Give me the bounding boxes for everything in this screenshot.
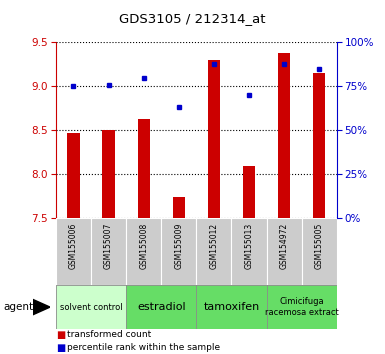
Polygon shape [33, 299, 50, 315]
Bar [56, 218, 91, 285]
Text: agent: agent [4, 302, 34, 312]
Bar [91, 218, 126, 285]
Text: GSM155008: GSM155008 [139, 223, 148, 269]
Text: ■: ■ [56, 343, 65, 353]
Bar [266, 285, 337, 329]
Bar [278, 53, 290, 218]
Bar [56, 285, 126, 329]
Bar [67, 133, 80, 218]
Bar [313, 73, 325, 218]
Text: GSM155013: GSM155013 [244, 223, 254, 269]
Bar [266, 218, 302, 285]
Text: GDS3105 / 212314_at: GDS3105 / 212314_at [119, 12, 266, 25]
Text: GSM155009: GSM155009 [174, 223, 183, 269]
Bar [102, 130, 115, 218]
Text: GSM155006: GSM155006 [69, 223, 78, 269]
Bar [231, 218, 266, 285]
Text: solvent control: solvent control [60, 303, 122, 312]
Text: GSM155012: GSM155012 [209, 223, 218, 269]
Text: transformed count: transformed count [67, 330, 152, 339]
Bar [208, 60, 220, 218]
Bar [196, 285, 266, 329]
Bar [126, 285, 196, 329]
Bar [161, 218, 196, 285]
Bar [196, 218, 231, 285]
Text: GSM155005: GSM155005 [315, 223, 324, 269]
Text: estradiol: estradiol [137, 302, 186, 312]
Text: Cimicifuga
racemosa extract: Cimicifuga racemosa extract [265, 297, 339, 317]
Text: ■: ■ [56, 330, 65, 339]
Text: percentile rank within the sample: percentile rank within the sample [67, 343, 221, 352]
Bar [302, 218, 337, 285]
Text: GSM154972: GSM154972 [280, 223, 289, 269]
Bar [172, 197, 185, 218]
Bar [137, 119, 150, 218]
Text: tamoxifen: tamoxifen [203, 302, 259, 312]
Bar [126, 218, 161, 285]
Text: GSM155007: GSM155007 [104, 223, 113, 269]
Bar [243, 166, 255, 218]
